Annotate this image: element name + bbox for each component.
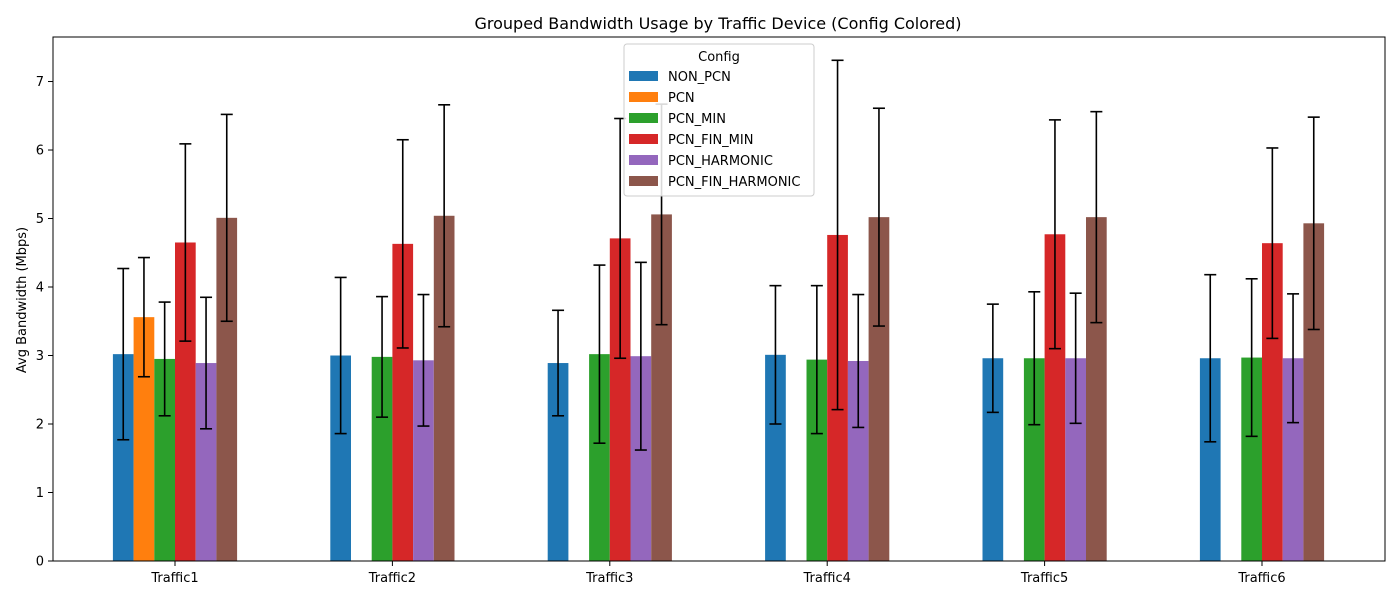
- bar: [1241, 357, 1262, 561]
- legend-label: PCN_FIN_HARMONIC: [668, 175, 800, 190]
- bar: [1303, 223, 1325, 562]
- legend-swatch: [629, 176, 658, 186]
- bar: [651, 214, 672, 561]
- bar: [154, 358, 175, 561]
- legend-label: NON_PCN: [668, 70, 731, 85]
- bar: [413, 360, 434, 561]
- chart-title: Grouped Bandwidth Usage by Traffic Devic…: [475, 14, 962, 33]
- x-tick-label: Traffic6: [1237, 571, 1285, 586]
- legend-box: [623, 43, 815, 197]
- bar: [330, 355, 351, 561]
- bar: [175, 242, 196, 562]
- y-tick-label: 4: [36, 281, 44, 296]
- y-axis-label: Avg Bandwidth (Mbps): [15, 227, 30, 373]
- legend-swatch: [629, 155, 658, 165]
- legend-swatch: [629, 71, 658, 81]
- bar: [216, 217, 238, 562]
- legend-swatch: [629, 134, 658, 144]
- bar: [847, 360, 869, 561]
- bar: [609, 238, 631, 562]
- bar: [371, 356, 393, 561]
- bar: [433, 215, 455, 561]
- error-bars-layer: [117, 59, 1320, 451]
- bar: [1282, 358, 1304, 561]
- y-tick-label: 5: [36, 212, 44, 227]
- legend-swatch: [629, 113, 658, 123]
- bars-layer: [112, 214, 1325, 562]
- plot-frame: [52, 36, 1386, 562]
- bar: [547, 363, 569, 561]
- bar: [1044, 234, 1066, 562]
- bar: [133, 317, 155, 561]
- legend-swatch: [629, 92, 658, 102]
- legend-label: PCN: [668, 91, 695, 106]
- legend: Config NON_PCN PCN PCN_MIN PCN_FIN_MIN PCN_HA…: [623, 43, 815, 197]
- y-tick-label: 6: [36, 144, 44, 159]
- legend-label: PCN_HARMONIC: [668, 154, 773, 169]
- bar: [392, 243, 414, 561]
- bar: [806, 359, 828, 561]
- y-tick-label: 0: [36, 555, 44, 570]
- bar: [982, 358, 1004, 561]
- y-tick-label: 1: [36, 486, 44, 501]
- bar: [589, 354, 610, 561]
- x-tick-label: Traffic3: [585, 571, 633, 586]
- bar: [112, 354, 134, 561]
- bar: [1065, 358, 1086, 561]
- x-tick-label: Traffic5: [1020, 571, 1068, 586]
- axes-layer: 0 1 2 3 4 5 6 7 Traffic1 Traffic2 Traffic3 Traffic4…: [36, 36, 1386, 586]
- bar: [868, 217, 890, 561]
- x-tick-label: Traffic4: [803, 571, 851, 586]
- x-tick-label: Traffic1: [150, 571, 198, 586]
- y-tick-label: 3: [36, 349, 44, 364]
- legend-title: Config: [698, 50, 740, 65]
- bar: [1199, 358, 1221, 561]
- bar: [630, 356, 652, 561]
- legend-label: PCN_MIN: [668, 112, 726, 127]
- bar: [1086, 217, 1107, 561]
- x-tick-label: Traffic2: [368, 571, 416, 586]
- bar: [765, 354, 786, 561]
- y-tick-label: 7: [36, 75, 44, 90]
- bar: [1023, 358, 1045, 561]
- legend-label: PCN_FIN_MIN: [668, 133, 753, 148]
- bar: [195, 363, 217, 561]
- y-tick-label: 2: [36, 418, 44, 433]
- bar: [1262, 243, 1283, 561]
